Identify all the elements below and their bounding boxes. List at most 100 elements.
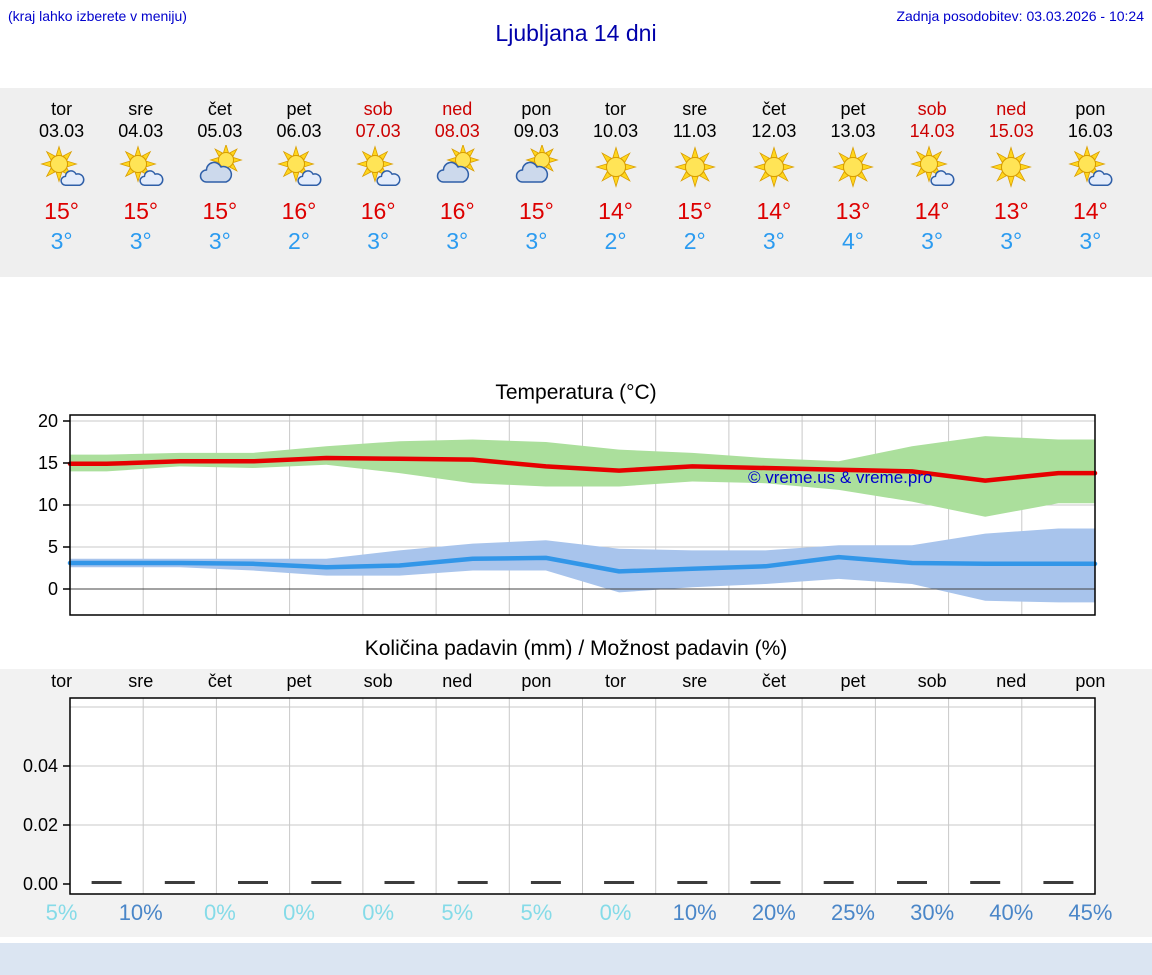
sun-ray (937, 160, 948, 168)
weather-icon-svg (990, 146, 1033, 188)
day-name: ned (442, 99, 473, 119)
precip-probability-label: 10% (118, 900, 163, 925)
sun-ray (691, 146, 699, 158)
sun-ray (304, 160, 315, 168)
day-low-temp: 2° (683, 228, 706, 254)
forecast-day-column[interactable]: pet 13.03 13° 4° (813, 88, 892, 277)
sun-ray (209, 157, 219, 163)
day-low-temp: 3° (1079, 228, 1102, 254)
forecast-day-column[interactable]: pet 06.03 16° 2° (259, 88, 338, 277)
sun-ray (1007, 146, 1015, 158)
forecast-day-column[interactable]: sob 14.03 14° 3° (893, 88, 972, 277)
forecast-day-column[interactable]: sre 11.03 15° 2° (655, 88, 734, 277)
sun-ray (371, 145, 379, 156)
precip-bar (384, 881, 415, 884)
cloud-shape (59, 170, 85, 186)
day-date: 15.03 (988, 121, 1034, 141)
precip-bar (677, 881, 708, 884)
day-high-temp: 13° (835, 198, 871, 224)
sun-ray (233, 157, 243, 163)
day-date: 14.03 (909, 121, 955, 141)
day-high-temp: 16° (360, 198, 396, 224)
forecast-day-column[interactable]: pon 09.03 15° 3° (497, 88, 576, 277)
sun-ray (594, 163, 607, 171)
cloud-sun-icon (418, 143, 497, 191)
day-low-temp: 2° (287, 228, 310, 254)
weather-icon-svg (516, 143, 560, 183)
weather-icon-svg (1068, 145, 1113, 186)
precip-probability-label: 0% (599, 900, 632, 925)
sun-icon (734, 145, 813, 191)
day-low-temp: 3° (129, 228, 152, 254)
sun-ray (612, 176, 620, 188)
precip-day-label: pon (1075, 671, 1106, 691)
weather-icon-svg (277, 145, 322, 186)
precip-bar (91, 881, 122, 884)
menu-hint: (kraj lahko izberete v meniju) (8, 8, 187, 24)
day-name: čet (761, 99, 786, 119)
watermark-link[interactable]: © vreme.us & vreme.pro (748, 468, 932, 487)
day-date: 08.03 (434, 121, 480, 141)
forecast-day-column[interactable]: sob 07.03 16° 3° (339, 88, 418, 277)
precip-probability-label: 5% (441, 900, 474, 925)
weather-icon-svg (39, 145, 85, 186)
precip-day-label: pon (521, 671, 552, 691)
day-date: 05.03 (197, 121, 243, 141)
temp-ytick-label: 5 (48, 537, 58, 557)
precip-chart-title: Količina padavin (mm) / Možnost padavin … (364, 637, 788, 660)
precip-probability-label: 45% (1068, 900, 1113, 925)
sun-ray (277, 160, 288, 168)
precip-probability-label: 25% (830, 900, 875, 925)
forecast-day-column[interactable]: tor 10.03 14° 2° (576, 88, 655, 277)
cloud-sun-icon (497, 143, 576, 191)
sun-ray (55, 145, 62, 156)
precip-probability-label: 0% (362, 900, 395, 925)
forecast-day-column[interactable]: ned 08.03 16° 3° (418, 88, 497, 277)
sun-small-cloud-icon (893, 145, 972, 191)
weather-icon-svg (752, 146, 795, 188)
sun-ray (612, 146, 620, 158)
precip-day-label: ned (996, 671, 1027, 691)
precip-bar (311, 881, 342, 884)
sun-disc (605, 157, 626, 177)
sun-ray (849, 146, 857, 158)
temp-ytick-label: 10 (38, 495, 58, 515)
precip-chart-svg: 0.00 0.02 0.04 (23, 697, 1096, 895)
sun-ray (134, 145, 141, 156)
sun-ray (752, 163, 765, 171)
precip-day-label: čet (761, 671, 786, 691)
cloud-shape (1088, 170, 1113, 186)
precip-bar (164, 881, 195, 884)
sun-ray (292, 145, 300, 156)
sun-small-cloud-icon (339, 145, 418, 191)
day-low-temp: 4° (841, 228, 864, 254)
sun-disc (763, 157, 784, 177)
day-high-temp: 15° (677, 198, 713, 224)
day-date: 04.03 (118, 121, 164, 141)
forecast-day-column[interactable]: čet 12.03 14° 3° (734, 88, 813, 277)
precip-probability-label: 10% (672, 900, 717, 925)
footer-strip (0, 943, 1152, 975)
sun-disc (366, 155, 385, 173)
day-high-temp: 14° (756, 198, 792, 224)
forecast-day-column[interactable]: sre 04.03 15° 3° (101, 88, 180, 277)
precip-probability-row: 5% 10% 0% 0% 0% 5% 5% 0% 10% 20% 25% 30% 40% 45% (0, 897, 1152, 937)
precip-day-label: sre (682, 671, 708, 691)
precip-bar (238, 881, 268, 884)
precip-section: tor sre čet pet sob ned pon tor sre čet pet sob ned p… (0, 669, 1152, 937)
forecast-day-column[interactable]: čet 05.03 15° 3° (180, 88, 259, 277)
sun-icon (813, 145, 892, 191)
forecast-day-column[interactable]: pon 16.03 14° 3° (1051, 88, 1130, 277)
precip-probability-label: 30% (910, 900, 955, 925)
forecast-day-column[interactable]: ned 15.03 13° 3° (972, 88, 1051, 277)
forecast-day-column[interactable]: tor 03.03 15° 3° (22, 88, 101, 277)
sun-ray (770, 176, 778, 188)
sun-disc (49, 155, 68, 173)
precip-day-label: sob (363, 671, 393, 691)
weather-icon-svg (118, 145, 164, 186)
precip-ytick-label: 0.02 (23, 815, 58, 835)
precip-bar (750, 881, 781, 884)
day-name: pet (286, 99, 312, 119)
weather-icon-svg (832, 146, 874, 188)
sun-ray (145, 160, 157, 168)
